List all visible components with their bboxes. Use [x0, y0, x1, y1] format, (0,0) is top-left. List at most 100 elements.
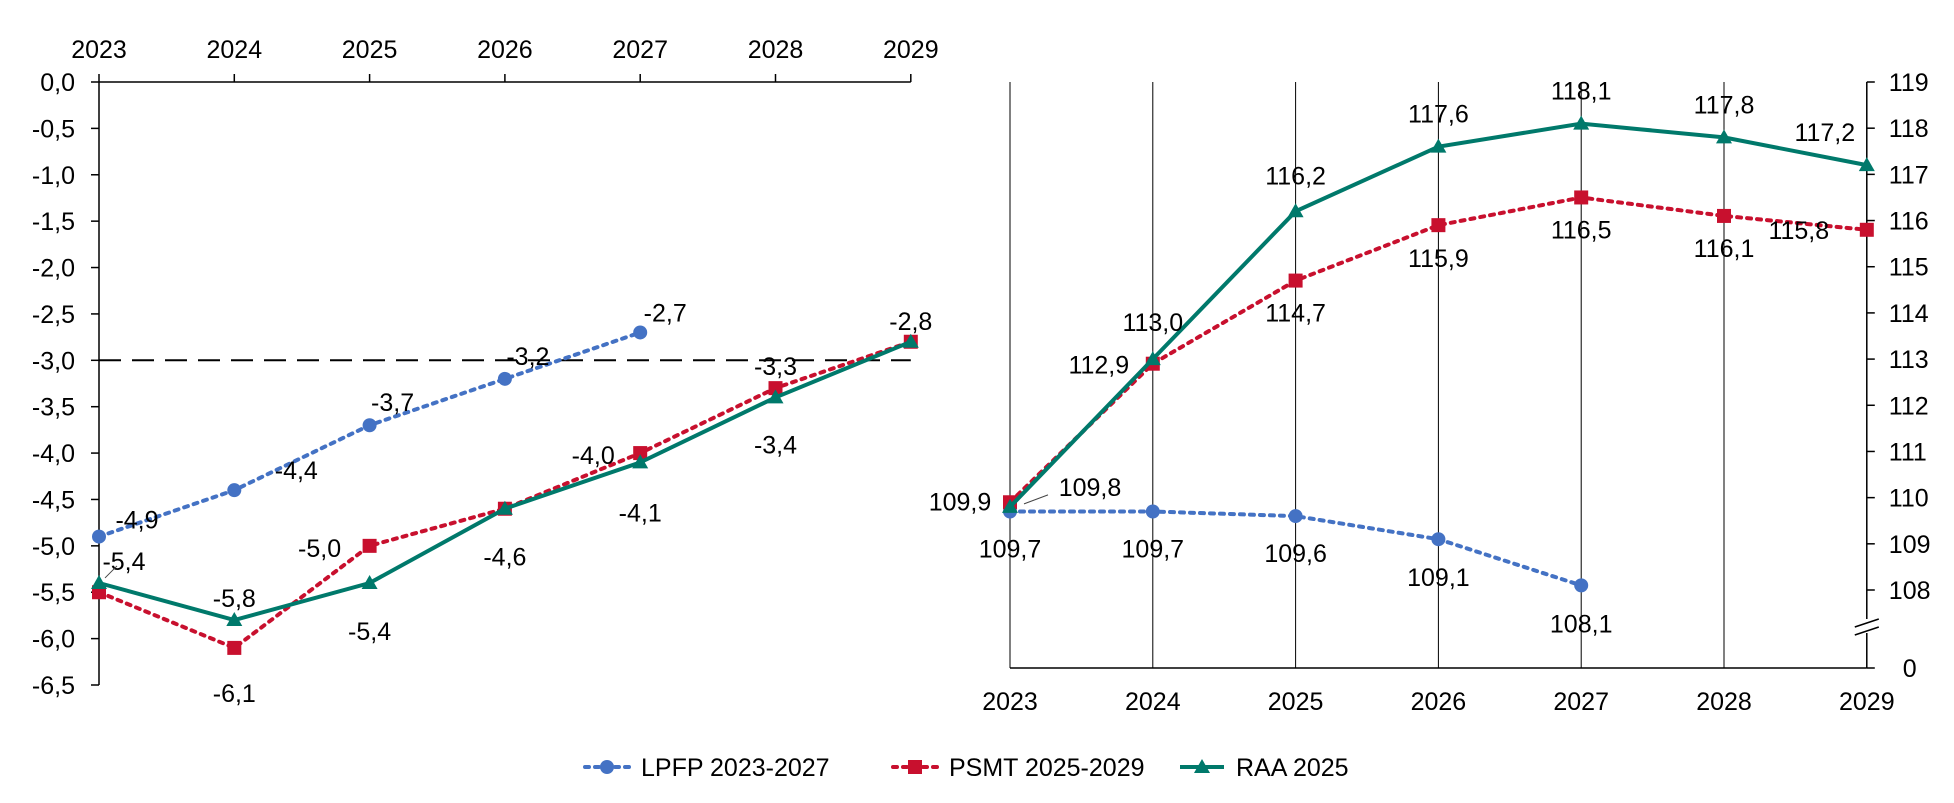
- data-label: 112,9: [1068, 352, 1129, 380]
- x-tick-label: 2023: [982, 688, 1038, 716]
- y-tick-label: 110: [1889, 485, 1929, 513]
- data-point: [1573, 115, 1590, 130]
- data-label: 109,7: [979, 535, 1042, 563]
- data-label: 116,2: [1265, 162, 1326, 190]
- legend-item: LPFP 2023-2027: [583, 754, 830, 782]
- data-point: [1144, 351, 1161, 366]
- legend-marker: [908, 760, 922, 774]
- legend-marker: [600, 760, 614, 774]
- y-tick-label: -1,0: [32, 162, 75, 190]
- data-point: [767, 389, 784, 404]
- data-label: 109,6: [1264, 540, 1327, 568]
- data-label: -5,0: [298, 535, 341, 563]
- data-label: -4,6: [483, 544, 526, 572]
- x-tick-label: 2024: [1125, 688, 1181, 716]
- legend-label: PSMT 2025-2029: [949, 754, 1145, 782]
- x-tick-label: 2028: [748, 36, 804, 64]
- data-point: [1431, 532, 1446, 547]
- x-tick-label: 2026: [1411, 688, 1467, 716]
- data-label: -4,4: [275, 457, 318, 485]
- data-point: [361, 574, 378, 589]
- x-tick-label: 2028: [1696, 688, 1752, 716]
- data-label: -5,8: [213, 585, 256, 613]
- data-label: 109,9: [929, 488, 992, 516]
- data-label: 113,0: [1122, 309, 1183, 337]
- data-label: 117,2: [1794, 119, 1855, 147]
- data-point: [1717, 208, 1731, 223]
- data-point: [902, 333, 919, 348]
- y-tick-label: 116: [1889, 208, 1929, 236]
- data-label: -4,1: [619, 499, 662, 527]
- data-point: [496, 500, 513, 515]
- y-tick-label: -2,5: [32, 301, 75, 329]
- data-point: [1574, 190, 1589, 205]
- y-tick-label: -0,5: [32, 115, 75, 143]
- y-tick-label: -5,5: [32, 579, 75, 607]
- x-tick-label: 2029: [1839, 688, 1895, 716]
- y-tick-label: -1,5: [32, 208, 75, 236]
- y-tick-label: 112: [1889, 392, 1929, 420]
- y-tick-label: 0,0: [40, 69, 75, 97]
- data-point: [1287, 203, 1304, 218]
- legend-label: RAA 2025: [1236, 754, 1349, 782]
- data-point: [1288, 273, 1303, 288]
- data-label: 109,1: [1407, 564, 1470, 592]
- data-point: [227, 640, 242, 655]
- y-tick-label: -6,5: [32, 672, 75, 700]
- x-tick-label: 2027: [612, 36, 668, 64]
- y-tick-label: -4,0: [32, 440, 75, 468]
- y-tick-label: 114: [1889, 300, 1929, 328]
- data-label: 117,8: [1694, 91, 1755, 119]
- data-label: 115,9: [1408, 245, 1469, 273]
- axis-break-mark: [1854, 618, 1880, 628]
- data-label: -5,4: [102, 548, 145, 576]
- legend-item: PSMT 2025-2029: [891, 754, 1145, 782]
- axis-break-mark: [1854, 626, 1880, 636]
- data-label: -3,2: [506, 343, 549, 371]
- data-label: -3,7: [371, 389, 414, 417]
- y-tick-label: -5,0: [32, 533, 75, 561]
- x-tick-label: 2026: [477, 36, 533, 64]
- y-tick-label: 119: [1889, 69, 1929, 97]
- data-label: 116,1: [1694, 235, 1755, 263]
- legend-item: RAA 2025: [1180, 754, 1349, 782]
- data-label: -5,4: [348, 618, 391, 646]
- data-point: [362, 418, 377, 433]
- data-label: -2,7: [644, 299, 687, 327]
- data-label: -4,0: [572, 442, 615, 470]
- data-point: [1431, 218, 1446, 233]
- data-label: 114,7: [1265, 300, 1326, 328]
- left-chart: 0,0 -0,5 -1,0 -1,5 -2,0 -2,5 -3,0 -3,5 -4,0 -4,5 -…: [32, 36, 939, 708]
- data-point: [1716, 129, 1732, 144]
- right-chart: 2023 2024 2025 2026 2027 2028 2029 108 109 110 111…: [929, 69, 1931, 716]
- x-tick-label: 2027: [1553, 688, 1609, 716]
- x-tick-label: 2024: [206, 36, 262, 64]
- y-tick-label: 0: [1903, 655, 1917, 683]
- data-label: 115,8: [1768, 217, 1829, 245]
- legend-label: LPFP 2023-2027: [641, 754, 830, 782]
- x-tick-label: 2023: [71, 36, 127, 64]
- data-point: [632, 454, 649, 469]
- y-tick-label: 111: [1889, 438, 1927, 466]
- y-tick-label: -3,5: [32, 394, 75, 422]
- legend-marker: [1194, 759, 1210, 773]
- data-point: [92, 529, 106, 544]
- data-point: [1574, 578, 1589, 593]
- series-line: [97, 330, 643, 539]
- y-tick-label: -3,0: [32, 347, 75, 375]
- y-tick-label: 118: [1889, 115, 1929, 143]
- data-label: -2,8: [889, 308, 932, 336]
- data-label: -3,3: [754, 353, 797, 381]
- data-label: -6,1: [213, 680, 256, 708]
- data-label: 118,1: [1551, 78, 1612, 106]
- data-point: [226, 612, 243, 627]
- data-point: [633, 325, 648, 340]
- data-label: -4,9: [115, 507, 158, 535]
- data-label: 109,8: [1059, 474, 1122, 502]
- data-label: -3,4: [754, 431, 797, 459]
- data-label: 117,6: [1408, 101, 1469, 129]
- data-label: 108,1: [1550, 610, 1613, 638]
- x-tick-label: 2025: [1268, 688, 1324, 716]
- x-tick-label: 2025: [342, 36, 398, 64]
